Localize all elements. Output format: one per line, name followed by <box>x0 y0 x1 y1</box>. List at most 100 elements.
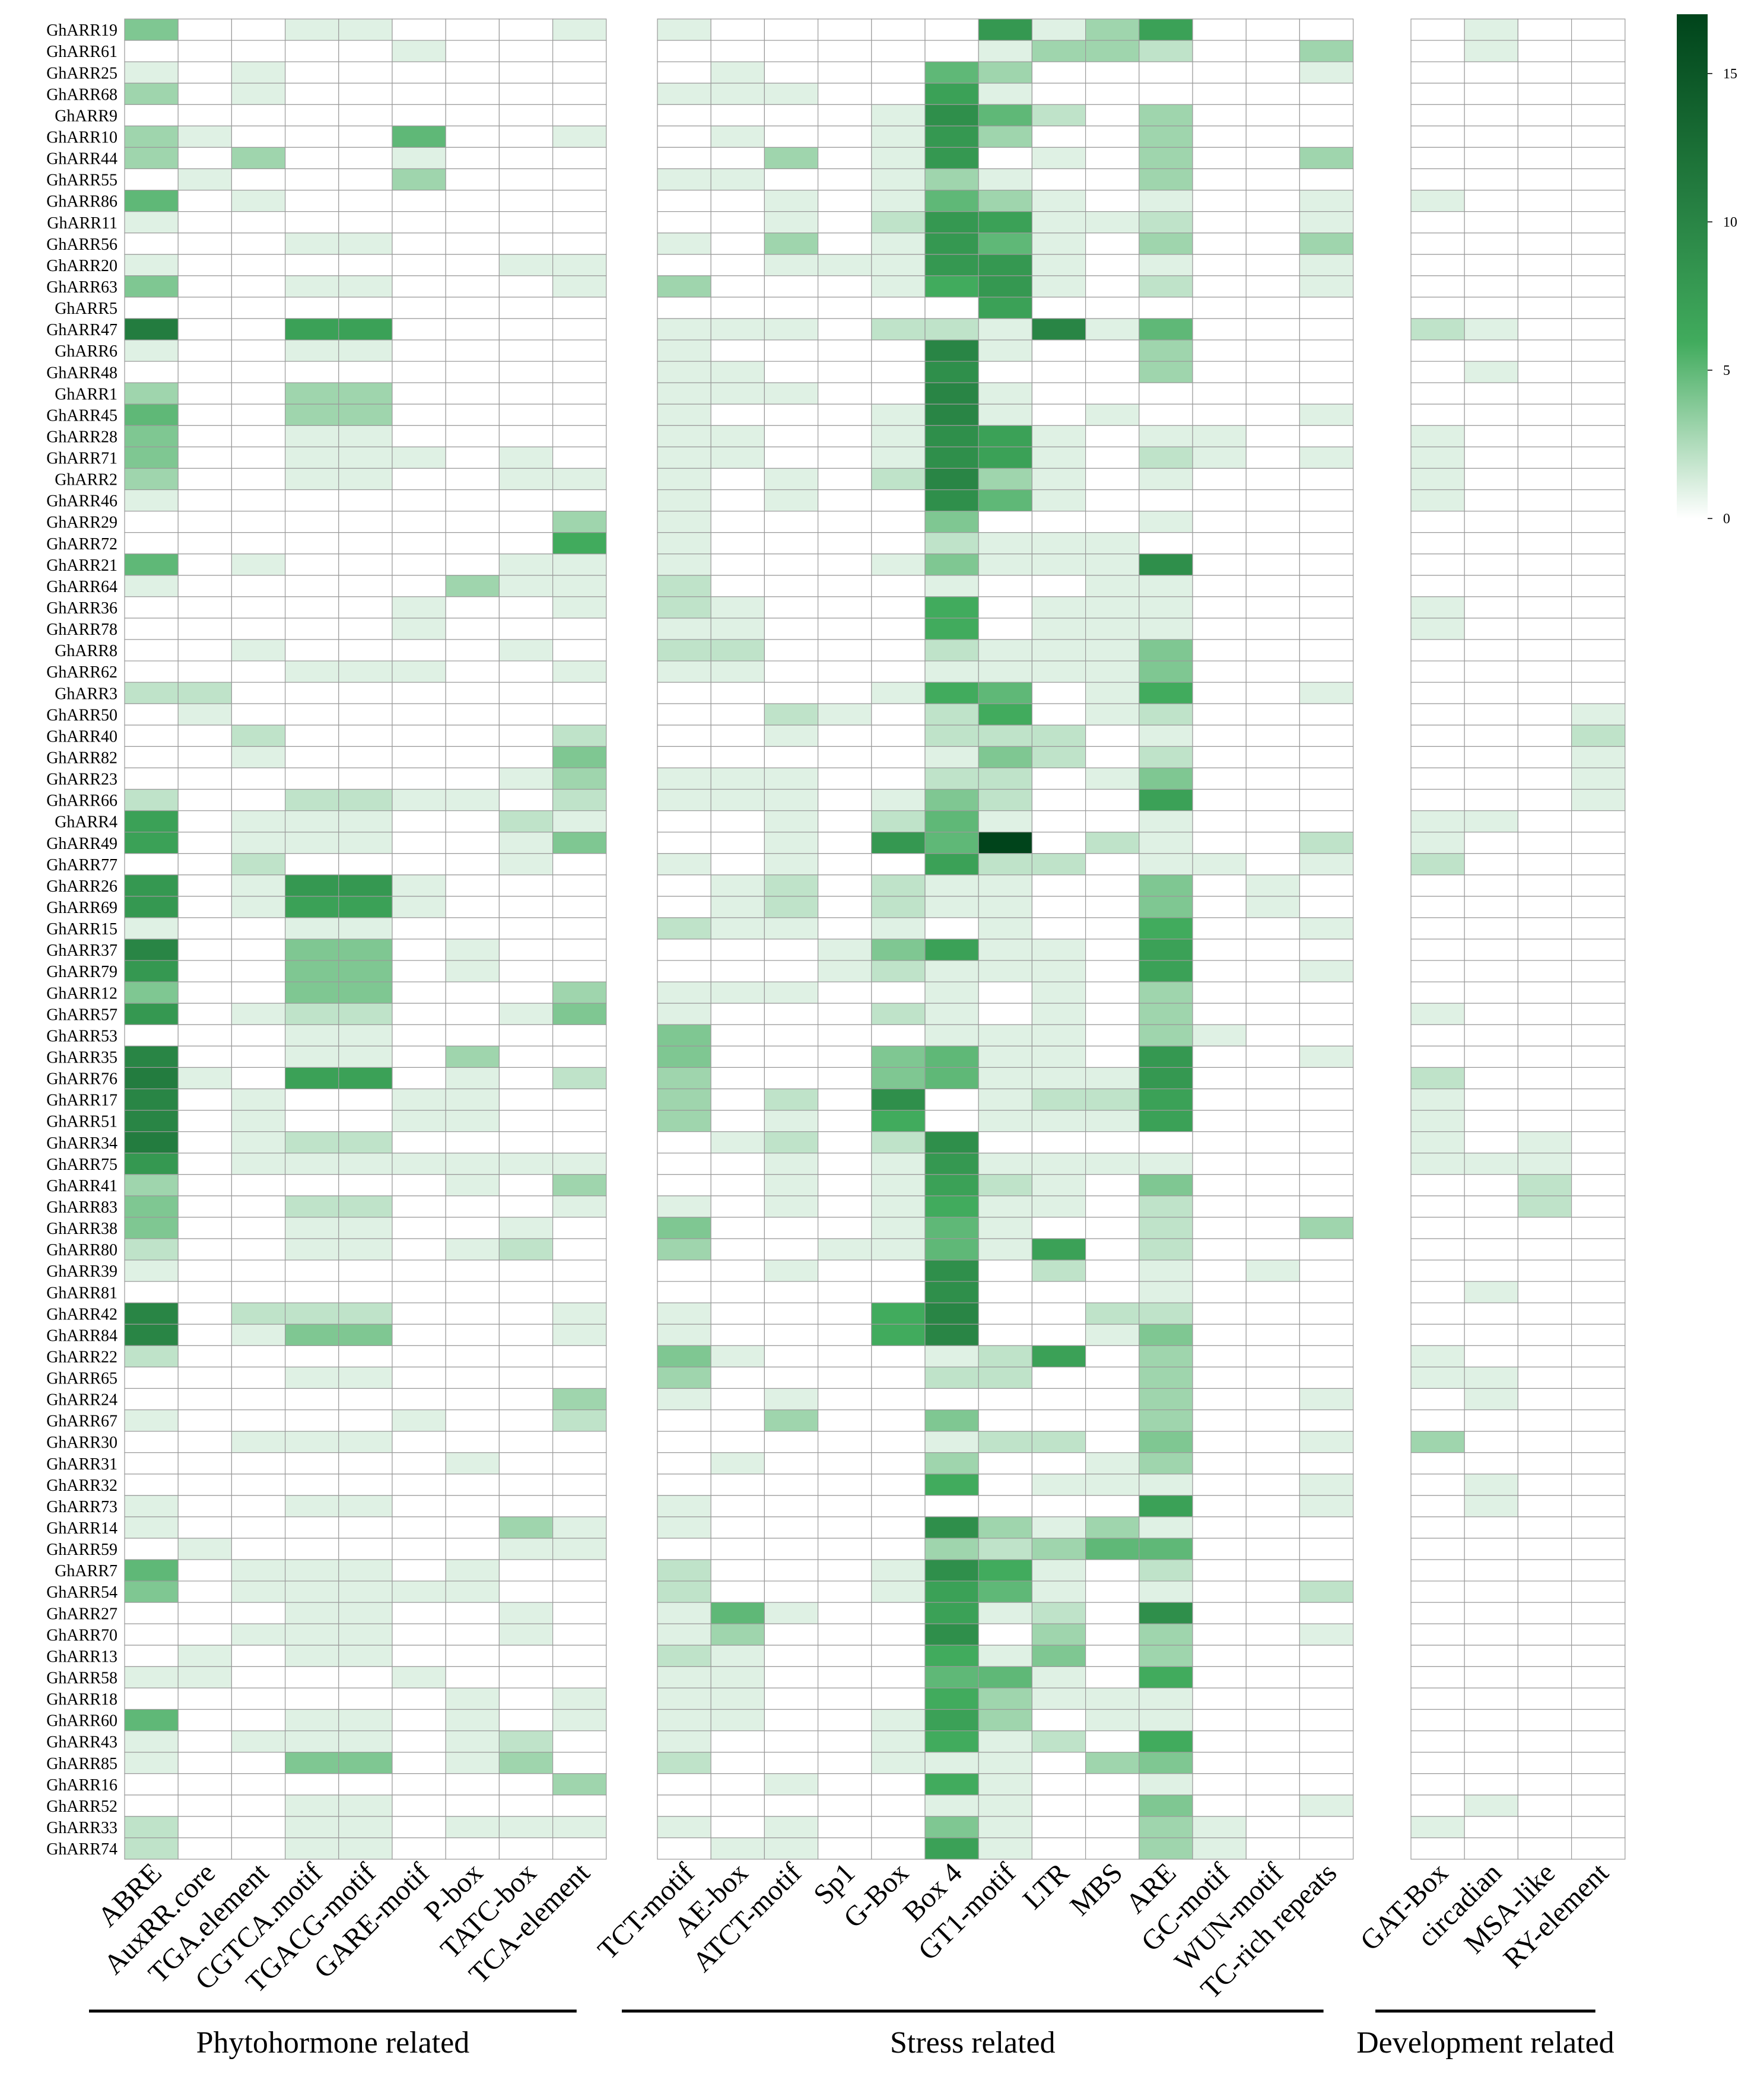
heatmap-cell <box>498 339 554 362</box>
heatmap-cell <box>445 724 500 747</box>
heatmap-cell <box>710 168 765 191</box>
heatmap-cell <box>445 553 500 576</box>
row-label: GhARR9 <box>55 107 117 125</box>
heatmap-cell <box>924 1366 979 1389</box>
heatmap-cell <box>657 1666 711 1689</box>
heatmap-cell <box>552 382 607 405</box>
heatmap-cell <box>1031 1388 1086 1411</box>
heatmap-cell <box>124 1474 179 1496</box>
heatmap-cell <box>177 1366 233 1389</box>
heatmap-cell <box>1085 1687 1140 1710</box>
heatmap-cell <box>710 1452 765 1475</box>
heatmap-cell <box>124 1366 179 1389</box>
heatmap-cell <box>1299 1795 1354 1817</box>
heatmap-cell <box>392 446 446 469</box>
heatmap-cell <box>1031 1623 1086 1646</box>
heatmap-cell <box>764 511 819 533</box>
heatmap-cell <box>1410 596 1465 619</box>
heatmap-cell <box>445 1666 500 1689</box>
heatmap-cell <box>924 703 979 726</box>
row-label: GhARR50 <box>46 706 117 724</box>
heatmap-cell <box>871 767 926 790</box>
heatmap-cell <box>338 275 393 298</box>
heatmap-cell <box>1571 1174 1626 1197</box>
heatmap-cell <box>392 1516 446 1539</box>
heatmap-cell <box>338 1088 393 1111</box>
heatmap-cell <box>338 1773 393 1796</box>
heatmap-cell <box>1517 553 1572 576</box>
heatmap-cell <box>392 61 446 84</box>
heatmap-cell <box>1192 1559 1247 1582</box>
heatmap-cell <box>710 575 765 597</box>
heatmap-cell <box>1139 403 1193 426</box>
heatmap-cell <box>498 746 554 769</box>
heatmap-cell <box>1245 1281 1300 1303</box>
heatmap-cell <box>764 917 819 940</box>
heatmap-cell <box>124 553 179 576</box>
heatmap-cell <box>445 318 500 341</box>
heatmap-cell <box>1031 82 1086 105</box>
heatmap-cell <box>177 1580 233 1603</box>
heatmap-cell <box>871 254 926 276</box>
heatmap-cell <box>445 981 500 1004</box>
heatmap-cell <box>871 82 926 105</box>
heatmap-cell <box>1031 1538 1086 1560</box>
heatmap-cell <box>177 618 233 640</box>
heatmap-cell <box>498 1366 554 1389</box>
heatmap-cell <box>978 1752 1032 1774</box>
heatmap-cell <box>498 981 554 1004</box>
heatmap-cell <box>445 1709 500 1732</box>
heatmap-cell <box>1299 1045 1354 1068</box>
heatmap-cell <box>764 339 819 362</box>
heatmap-cell <box>1517 233 1572 255</box>
heatmap-cell <box>1299 1431 1354 1453</box>
heatmap-cell <box>924 1003 979 1025</box>
heatmap-cell <box>1192 1516 1247 1539</box>
heatmap-cell <box>552 1195 607 1218</box>
heatmap-cell <box>1517 575 1572 597</box>
heatmap-cell <box>1085 1153 1140 1175</box>
heatmap-cell <box>285 981 339 1004</box>
heatmap-cell <box>924 61 979 84</box>
heatmap-cell <box>124 896 179 918</box>
heatmap-cell <box>1031 168 1086 191</box>
heatmap-cell <box>338 1045 393 1068</box>
heatmap-cells <box>124 18 1626 1860</box>
heatmap-cell <box>1410 1238 1465 1261</box>
heatmap-cell <box>552 1366 607 1389</box>
heatmap-cell <box>338 1195 393 1218</box>
heatmap-cell <box>338 1538 393 1560</box>
heatmap-cell <box>871 1495 926 1517</box>
heatmap-cell <box>817 147 872 170</box>
heatmap-cell <box>445 1109 500 1132</box>
heatmap-cell <box>231 467 286 491</box>
heatmap-cell <box>1085 403 1140 426</box>
heatmap-cell <box>1245 1516 1300 1539</box>
heatmap-cell <box>231 382 286 405</box>
heatmap-cell <box>1085 1109 1140 1132</box>
heatmap-cell <box>1410 1302 1465 1325</box>
heatmap-cell <box>498 467 554 491</box>
heatmap-cell <box>1245 553 1300 576</box>
heatmap-cell <box>124 960 179 982</box>
heatmap-cell <box>1245 1795 1300 1817</box>
heatmap-cell <box>177 1559 233 1582</box>
row-label: GhARR71 <box>46 450 117 468</box>
heatmap-cell <box>392 1366 446 1389</box>
heatmap-cell <box>1031 1195 1086 1218</box>
heatmap-cell <box>978 467 1032 491</box>
heatmap-cell <box>338 1730 393 1753</box>
heatmap-cell <box>871 403 926 426</box>
heatmap-cell <box>710 1195 765 1218</box>
heatmap-cell <box>978 125 1032 148</box>
heatmap-cell <box>1410 1153 1465 1175</box>
heatmap-cell <box>1464 1067 1518 1090</box>
heatmap-cell <box>1410 853 1465 876</box>
heatmap-cell <box>338 1687 393 1710</box>
heatmap-cell <box>710 1644 765 1667</box>
heatmap-cell <box>924 82 979 105</box>
heatmap-cell <box>1139 211 1193 234</box>
heatmap-cell <box>552 1730 607 1753</box>
heatmap-cell <box>1085 1644 1140 1667</box>
heatmap-cell <box>1571 1153 1626 1175</box>
